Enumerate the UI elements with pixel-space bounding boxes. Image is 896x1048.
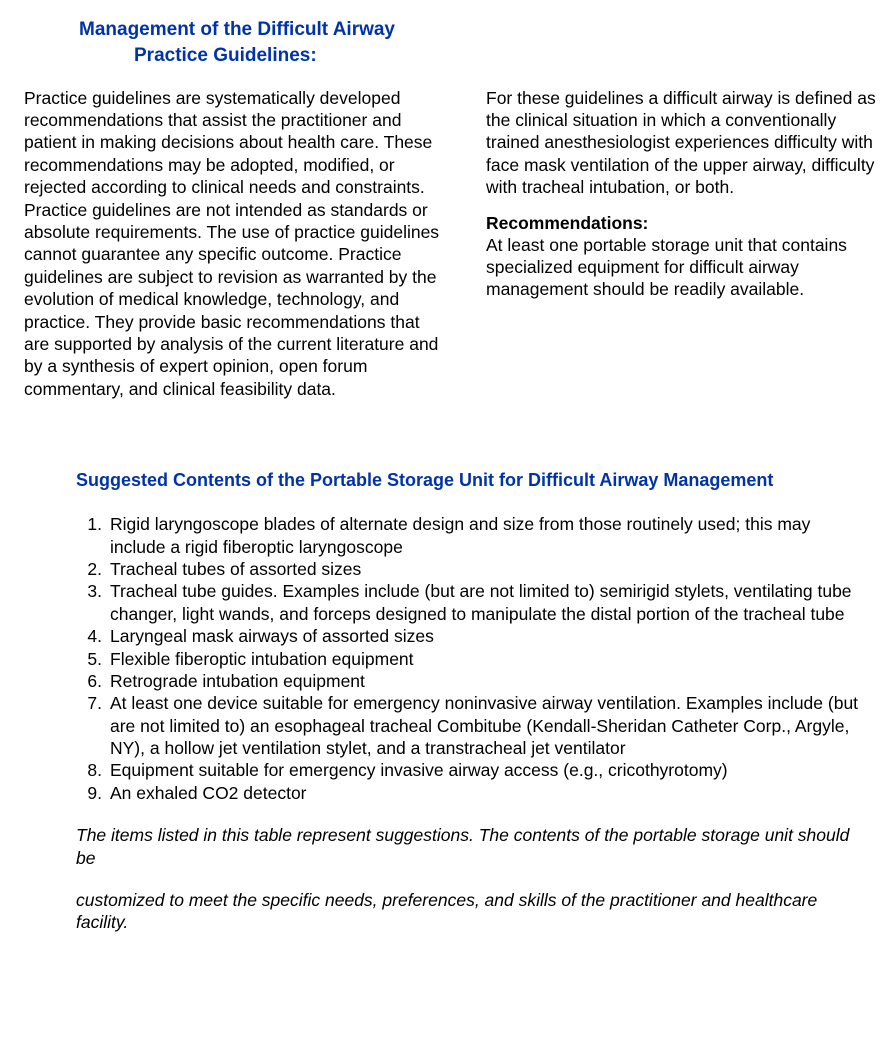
recommendations-heading: Recommendations:	[486, 213, 886, 234]
list-item: Equipment suitable for emergency invasiv…	[76, 759, 862, 781]
definition-paragraph: For these guidelines a difficult airway …	[486, 87, 886, 199]
list-item: An exhaled CO2 detector	[76, 782, 862, 804]
footnote-line1: The items listed in this table represent…	[76, 824, 862, 869]
list-item: At least one device suitable for emergen…	[76, 692, 862, 759]
contents-section: Suggested Contents of the Portable Stora…	[24, 470, 872, 934]
right-column: For these guidelines a difficult airway …	[486, 87, 886, 400]
list-item: Retrograde intubation equipment	[76, 670, 862, 692]
contents-title: Suggested Contents of the Portable Stora…	[76, 470, 862, 491]
list-item: Tracheal tube guides. Examples include (…	[76, 580, 862, 625]
footnote-line2: customized to meet the specific needs, p…	[76, 889, 862, 934]
contents-list: Rigid laryngoscope blades of alternate d…	[76, 513, 862, 804]
list-item: Flexible fiberoptic intubation equipment	[76, 648, 862, 670]
two-column-section: Practice guidelines are systematically d…	[24, 87, 872, 400]
list-item: Tracheal tubes of assorted sizes	[76, 558, 862, 580]
intro-paragraph: Practice guidelines are systematically d…	[24, 87, 444, 400]
page-title-line2: Practice Guidelines:	[134, 45, 872, 67]
page-title-line1: Management of the Difficult Airway	[79, 18, 872, 43]
recommendations-paragraph: At least one portable storage unit that …	[486, 234, 886, 301]
list-item: Rigid laryngoscope blades of alternate d…	[76, 513, 862, 558]
left-column: Practice guidelines are systematically d…	[24, 87, 444, 400]
list-item: Laryngeal mask airways of assorted sizes	[76, 625, 862, 647]
